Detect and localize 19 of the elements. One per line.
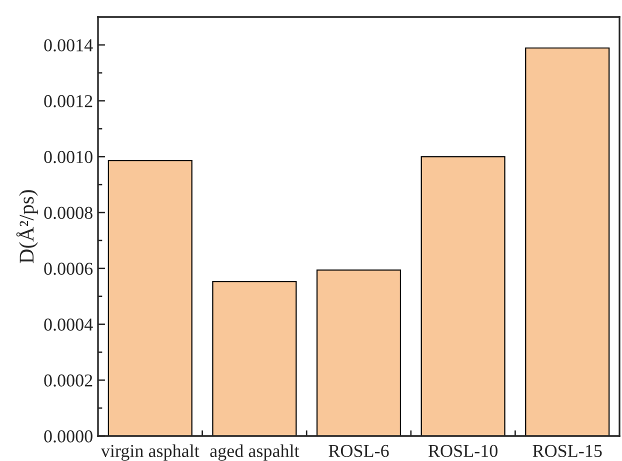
y-tick-label: 0.0002 — [44, 374, 92, 387]
y-tick-label: 0.0014 — [44, 39, 93, 52]
bar — [108, 160, 192, 436]
x-tick-label: ROSL-10 — [428, 444, 498, 458]
y-tick-label: 0.0012 — [44, 95, 92, 108]
bar — [316, 270, 402, 436]
bar — [525, 47, 610, 436]
bar — [212, 280, 297, 436]
x-tick-label: aged aspahlt — [210, 444, 300, 461]
y-tick-label: 0.0004 — [44, 318, 93, 331]
y-tick-label: 0.0000 — [44, 430, 92, 443]
y-tick-label: 0.0008 — [44, 206, 92, 220]
x-tick-label: ROSL-15 — [532, 444, 602, 458]
y-tick-label: 0.0010 — [44, 150, 92, 164]
y-tick-label: 0.0006 — [44, 262, 93, 275]
bar — [420, 156, 506, 436]
x-tick-label: virgin asphalt — [100, 444, 200, 461]
x-tick-label: ROSL-6 — [328, 444, 389, 458]
y-axis-title: D(Å²/ps) — [16, 190, 38, 264]
